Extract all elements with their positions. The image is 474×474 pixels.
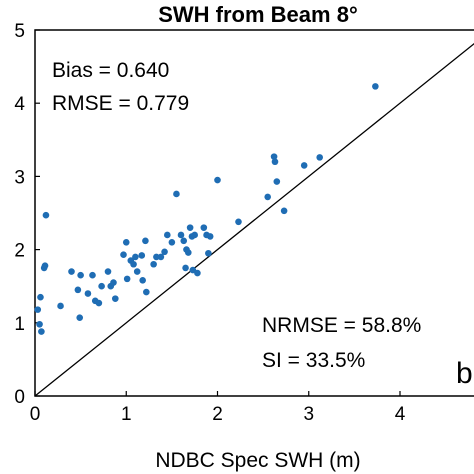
- data-point: [264, 193, 271, 201]
- data-point: [185, 249, 192, 256]
- data-point: [120, 251, 127, 259]
- data-point: [300, 162, 308, 169]
- data-point: [123, 275, 131, 283]
- data-point: [168, 238, 176, 246]
- data-point: [161, 248, 168, 256]
- one-to-one-line: [34, 43, 474, 397]
- data-point: [68, 268, 75, 275]
- data-point: [206, 233, 214, 240]
- data-points: [34, 83, 379, 335]
- data-point: [95, 299, 103, 307]
- y-tick-label: 2: [14, 241, 25, 262]
- plot-frame: [34, 29, 474, 397]
- data-point: [177, 231, 185, 239]
- data-point: [191, 231, 198, 239]
- y-tick-label: 1: [14, 314, 25, 335]
- data-point: [142, 237, 149, 245]
- data-point: [214, 176, 221, 184]
- x-tick-label: 1: [121, 404, 132, 425]
- data-point: [157, 253, 165, 261]
- plot-area: 0 1 2 3 4 0 1 2 3 4 5: [14, 21, 474, 425]
- data-point: [173, 190, 180, 198]
- data-point: [150, 260, 157, 268]
- data-point: [200, 224, 208, 231]
- y-tick-label: 4: [14, 94, 25, 115]
- data-point: [316, 154, 324, 161]
- data-point: [271, 158, 279, 166]
- data-point: [104, 268, 112, 275]
- data-point: [235, 218, 242, 226]
- x-axis-ticks: 0 1 2 3 4: [30, 391, 406, 425]
- x-tick-label: 4: [395, 404, 406, 425]
- data-point: [372, 83, 379, 90]
- data-point: [164, 231, 171, 239]
- x-axis-label: NDBC Spec SWH (m): [155, 449, 360, 472]
- data-point: [273, 178, 281, 185]
- data-point: [182, 264, 189, 272]
- y-tick-label: 5: [14, 21, 25, 42]
- data-point: [133, 268, 141, 275]
- data-point: [194, 269, 201, 277]
- data-point: [42, 211, 50, 219]
- data-point: [57, 302, 64, 310]
- data-point: [41, 262, 49, 270]
- data-point: [280, 207, 288, 215]
- data-point: [180, 237, 188, 245]
- y-tick-label: 0: [14, 387, 25, 408]
- data-point: [186, 224, 194, 231]
- data-point: [270, 153, 278, 160]
- data-point: [34, 306, 42, 313]
- si-annotation: SI = 33.5%: [262, 349, 365, 372]
- nrmse-annotation: NRMSE = 58.8%: [262, 314, 421, 337]
- data-point: [122, 238, 130, 246]
- data-point: [77, 271, 84, 279]
- data-point: [110, 279, 117, 286]
- panel-letter: b: [456, 357, 473, 390]
- data-point: [84, 290, 92, 297]
- data-point: [132, 253, 139, 261]
- y-axis-ticks: 0 1 2 3 4 5: [14, 21, 40, 408]
- data-point: [139, 277, 146, 284]
- chart-title: SWH from Beam 8°: [158, 2, 358, 27]
- x-tick-label: 0: [30, 404, 41, 425]
- x-tick-label: 3: [303, 404, 314, 425]
- data-point: [153, 253, 160, 261]
- x-tick-label: 2: [212, 404, 223, 425]
- y-tick-label: 3: [14, 167, 25, 188]
- data-point: [98, 282, 105, 290]
- data-point: [112, 295, 119, 302]
- data-point: [76, 314, 84, 321]
- data-point: [74, 286, 82, 294]
- data-point: [138, 252, 146, 259]
- data-point: [205, 249, 212, 257]
- data-point: [38, 328, 45, 335]
- bias-annotation: Bias = 0.640: [52, 59, 169, 82]
- data-point: [37, 293, 44, 301]
- data-point: [143, 288, 150, 296]
- data-point: [130, 260, 137, 268]
- data-point: [36, 320, 43, 328]
- data-point: [89, 271, 96, 279]
- rmse-annotation: RMSE = 0.779: [52, 92, 189, 115]
